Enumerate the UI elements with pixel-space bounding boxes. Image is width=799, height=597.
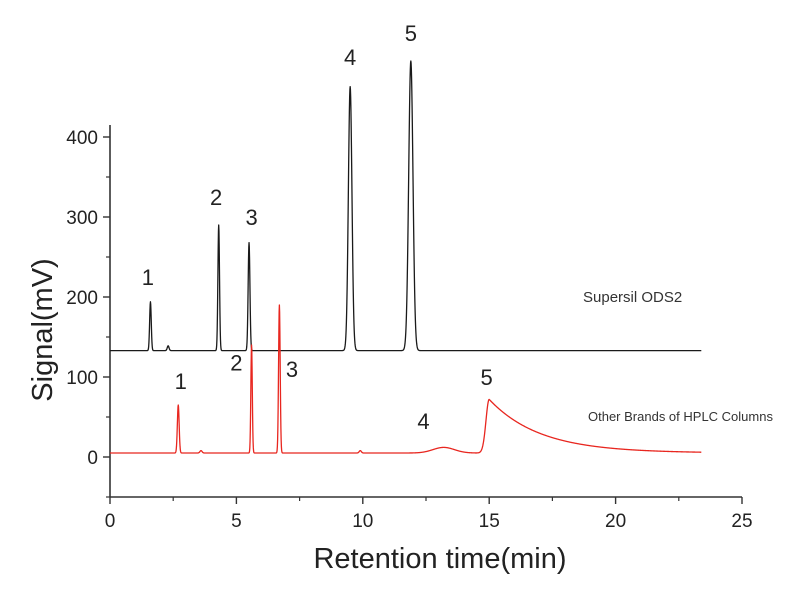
x-tick-label: 20 (605, 511, 626, 532)
y-tick-label: 300 (66, 208, 98, 229)
y-tick-label: 0 (87, 448, 98, 469)
peak-label: 5 (405, 21, 417, 46)
traces (109, 60, 702, 454)
peak-label: 4 (417, 409, 429, 434)
x-tick-label: 10 (352, 511, 373, 532)
series-label-supersil: Supersil ODS2 (583, 289, 682, 306)
trace-supersil-ods2 (109, 60, 702, 352)
peak-label: 2 (230, 351, 242, 376)
x-tick-label: 0 (105, 511, 116, 532)
peak-label: 3 (245, 205, 257, 230)
x-axis-title: Retention time(min) (313, 543, 566, 575)
y-tick-label: 100 (66, 368, 98, 389)
y-tick-label: 400 (66, 128, 98, 149)
y-axis-title: Signal(mV) (27, 258, 59, 401)
x-tick-label: 25 (731, 511, 752, 532)
axes (109, 125, 742, 498)
series-label-other-brands: Other Brands of HPLC Columns (588, 409, 773, 424)
x-tick-label: 15 (479, 511, 500, 532)
peak-label: 4 (344, 45, 356, 70)
x-tick-label: 5 (231, 511, 242, 532)
y-tick-label: 200 (66, 288, 98, 309)
peak-label: 2 (210, 185, 222, 210)
peak-label: 3 (286, 357, 298, 382)
trace-other-brands (109, 304, 702, 454)
peak-label: 1 (175, 369, 187, 394)
peak-label: 1 (142, 265, 154, 290)
peak-label: 5 (481, 365, 493, 390)
